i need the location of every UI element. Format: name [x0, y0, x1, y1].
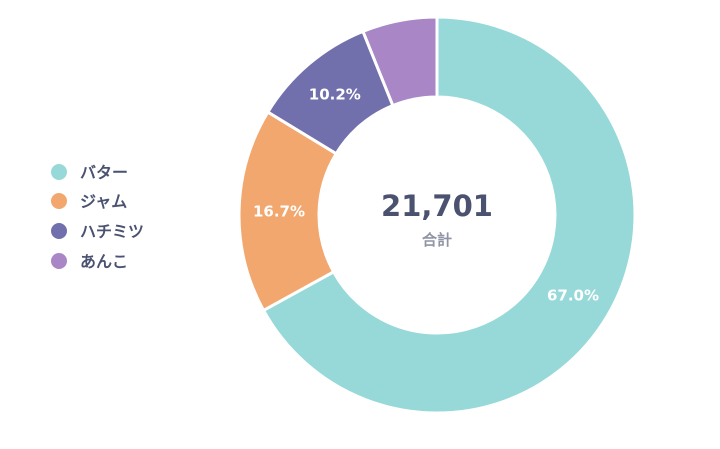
legend: バター ジャム ハチミツ あんこ — [51, 163, 144, 271]
slice-labels: 67.0% 16.7% 10.2% — [253, 86, 599, 305]
legend-item-honey[interactable]: ハチミツ — [51, 222, 144, 241]
legend-label-honey: ハチミツ — [80, 222, 144, 241]
legend-item-anko[interactable]: あんこ — [51, 252, 128, 271]
slice-label-jam: 16.7% — [253, 203, 305, 221]
legend-item-butter[interactable]: バター — [51, 163, 128, 182]
slice-butter[interactable] — [261, 15, 637, 415]
slice-label-butter: 67.0% — [547, 286, 599, 304]
legend-swatch-butter — [51, 164, 67, 180]
legend-label-butter: バター — [80, 163, 128, 182]
center-caption: 合計 — [421, 231, 452, 249]
legend-item-jam[interactable]: ジャム — [51, 192, 127, 211]
slice-label-honey: 10.2% — [309, 86, 361, 104]
slice-anko[interactable] — [361, 15, 439, 108]
center-total: 21,701 — [381, 189, 493, 223]
legend-swatch-anko — [51, 253, 67, 269]
legend-swatch-honey — [51, 223, 67, 239]
legend-label-anko: あんこ — [80, 252, 128, 271]
legend-swatch-jam — [51, 193, 67, 209]
legend-label-jam: ジャム — [80, 192, 127, 211]
donut-slices — [237, 15, 637, 415]
